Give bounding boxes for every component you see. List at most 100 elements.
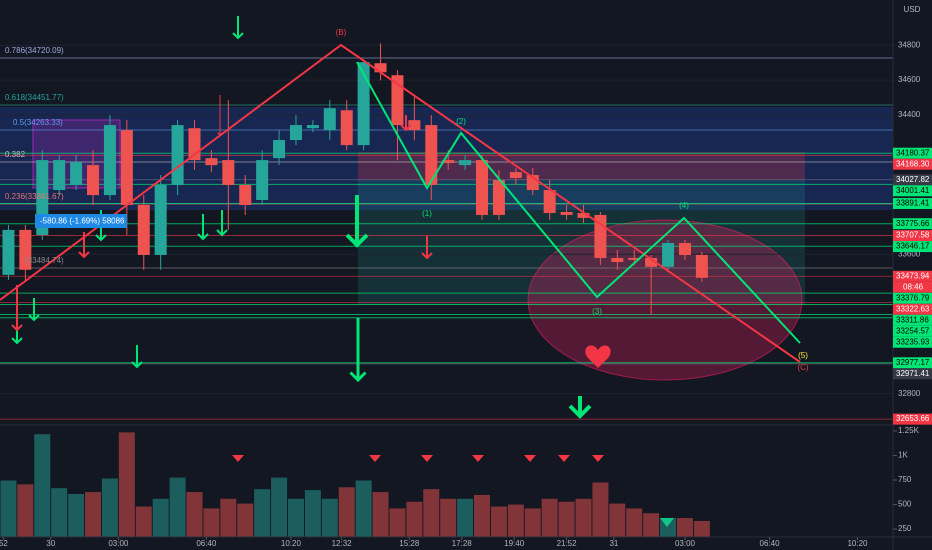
- target-ellipse: [527, 219, 803, 381]
- arrow-head: [345, 233, 369, 248]
- arrow-head: [349, 371, 367, 383]
- volume-bar: [609, 503, 626, 537]
- x-tick-label: 31: [609, 539, 618, 548]
- candle-body: [425, 125, 438, 185]
- candle-body: [205, 158, 218, 166]
- arrow-head: [11, 337, 23, 345]
- volume-tick-label: 250: [898, 524, 912, 533]
- arrow-head: [95, 234, 107, 242]
- x-tick-label: 03:00: [108, 539, 129, 548]
- volume-bar: [676, 518, 693, 537]
- signal-marker: [472, 455, 484, 462]
- volume-bar: [101, 478, 118, 537]
- x-tick-label: 21:52: [557, 539, 578, 548]
- arrow-head: [232, 32, 244, 40]
- wave-label: (4): [679, 201, 689, 210]
- volume-bar: [220, 498, 237, 537]
- price-badge-label: 32653.66: [896, 414, 930, 423]
- volume-bar: [372, 492, 389, 537]
- heart-icon: [585, 345, 611, 368]
- candle-body: [678, 242, 691, 255]
- volume-bar: [68, 493, 85, 537]
- currency: USD: [904, 5, 921, 14]
- volume-tick-label: 750: [898, 475, 912, 484]
- volume-bar: [507, 504, 524, 537]
- price-badge-label: 33322.63: [896, 304, 930, 313]
- volume-bar: [304, 490, 321, 537]
- volume-bar: [626, 508, 643, 537]
- arrow-head: [421, 252, 433, 260]
- volume-bar: [321, 498, 338, 537]
- volume-bar: [440, 498, 457, 537]
- arrows: [11, 16, 674, 527]
- candle-body: [695, 255, 708, 278]
- price-badge-label: 32977.17: [896, 358, 930, 367]
- volume-bar: [135, 506, 152, 537]
- countdown-badge: [893, 281, 932, 293]
- volume-bar: [338, 487, 355, 537]
- volume-bar: [406, 501, 423, 537]
- price-badge-label: 34168.30: [896, 159, 930, 168]
- candle-body: [239, 184, 252, 206]
- arrow-head: [131, 361, 143, 369]
- arrow-head: [217, 132, 223, 136]
- candle-body: [273, 140, 286, 159]
- volume-bar: [693, 520, 710, 537]
- arrow-head: [216, 229, 228, 237]
- volume-bar: [423, 489, 440, 537]
- signal-marker: [421, 455, 433, 462]
- volume-bar: [474, 494, 491, 537]
- arrow-head: [568, 404, 592, 419]
- candle-body: [256, 160, 269, 200]
- candle-body: [374, 63, 387, 73]
- price-badge: [893, 147, 932, 159]
- price-badge: [893, 198, 932, 210]
- price-badge: [893, 158, 932, 170]
- x-tick-label: 30: [46, 539, 55, 548]
- signal-marker: [592, 455, 604, 462]
- candle-body: [70, 162, 83, 185]
- price-badge: [893, 185, 932, 197]
- volume-bar: [169, 477, 186, 537]
- wave-label: (1): [422, 209, 432, 218]
- volume-bar: [389, 508, 406, 537]
- price-badge: [893, 241, 932, 253]
- wave-label: (5): [798, 351, 808, 360]
- volume-bar: [575, 498, 592, 537]
- wave-label: (3): [592, 307, 602, 316]
- price-badge: [893, 314, 932, 326]
- price-badge: [893, 413, 932, 425]
- volume-tick-label: 1K: [898, 451, 908, 460]
- fib-label: 0.236(33841.67): [5, 192, 64, 201]
- candle-body: [103, 125, 116, 196]
- volume-bar: [592, 482, 609, 537]
- price-badge-label: 33891.41: [896, 199, 930, 208]
- y-tick-label: 33600: [898, 249, 921, 258]
- x-tick-label: 52: [0, 539, 8, 548]
- candle-body: [19, 229, 32, 270]
- arrow-head: [197, 233, 209, 241]
- volume: [0, 432, 710, 537]
- candle-body: [53, 160, 66, 191]
- price-badge-label: 34001.41: [896, 186, 930, 195]
- volume-bar: [271, 477, 288, 537]
- candle-body: [442, 160, 455, 164]
- price-badge-label: 33311.86: [896, 315, 929, 324]
- x-tick-label: 12:32: [332, 539, 353, 548]
- fib-label: 0.786(34720.09): [5, 46, 64, 55]
- volume-bar: [558, 501, 575, 537]
- volume-bar: [152, 498, 169, 537]
- wave-label: (B): [336, 28, 347, 37]
- y-tick-label: 32800: [898, 389, 921, 398]
- candle-body: [154, 184, 167, 255]
- volume-bar: [490, 506, 507, 537]
- volume-tick-label: 500: [898, 500, 912, 509]
- volume-tick-label: 1.25K: [898, 426, 920, 435]
- price-badge-label: 32971.41: [896, 369, 930, 378]
- candle-body: [492, 180, 505, 215]
- price-badge-label: 33707.58: [896, 231, 930, 240]
- candle-body: [2, 229, 15, 275]
- signal-marker: [558, 455, 570, 462]
- target-zone: [358, 180, 805, 305]
